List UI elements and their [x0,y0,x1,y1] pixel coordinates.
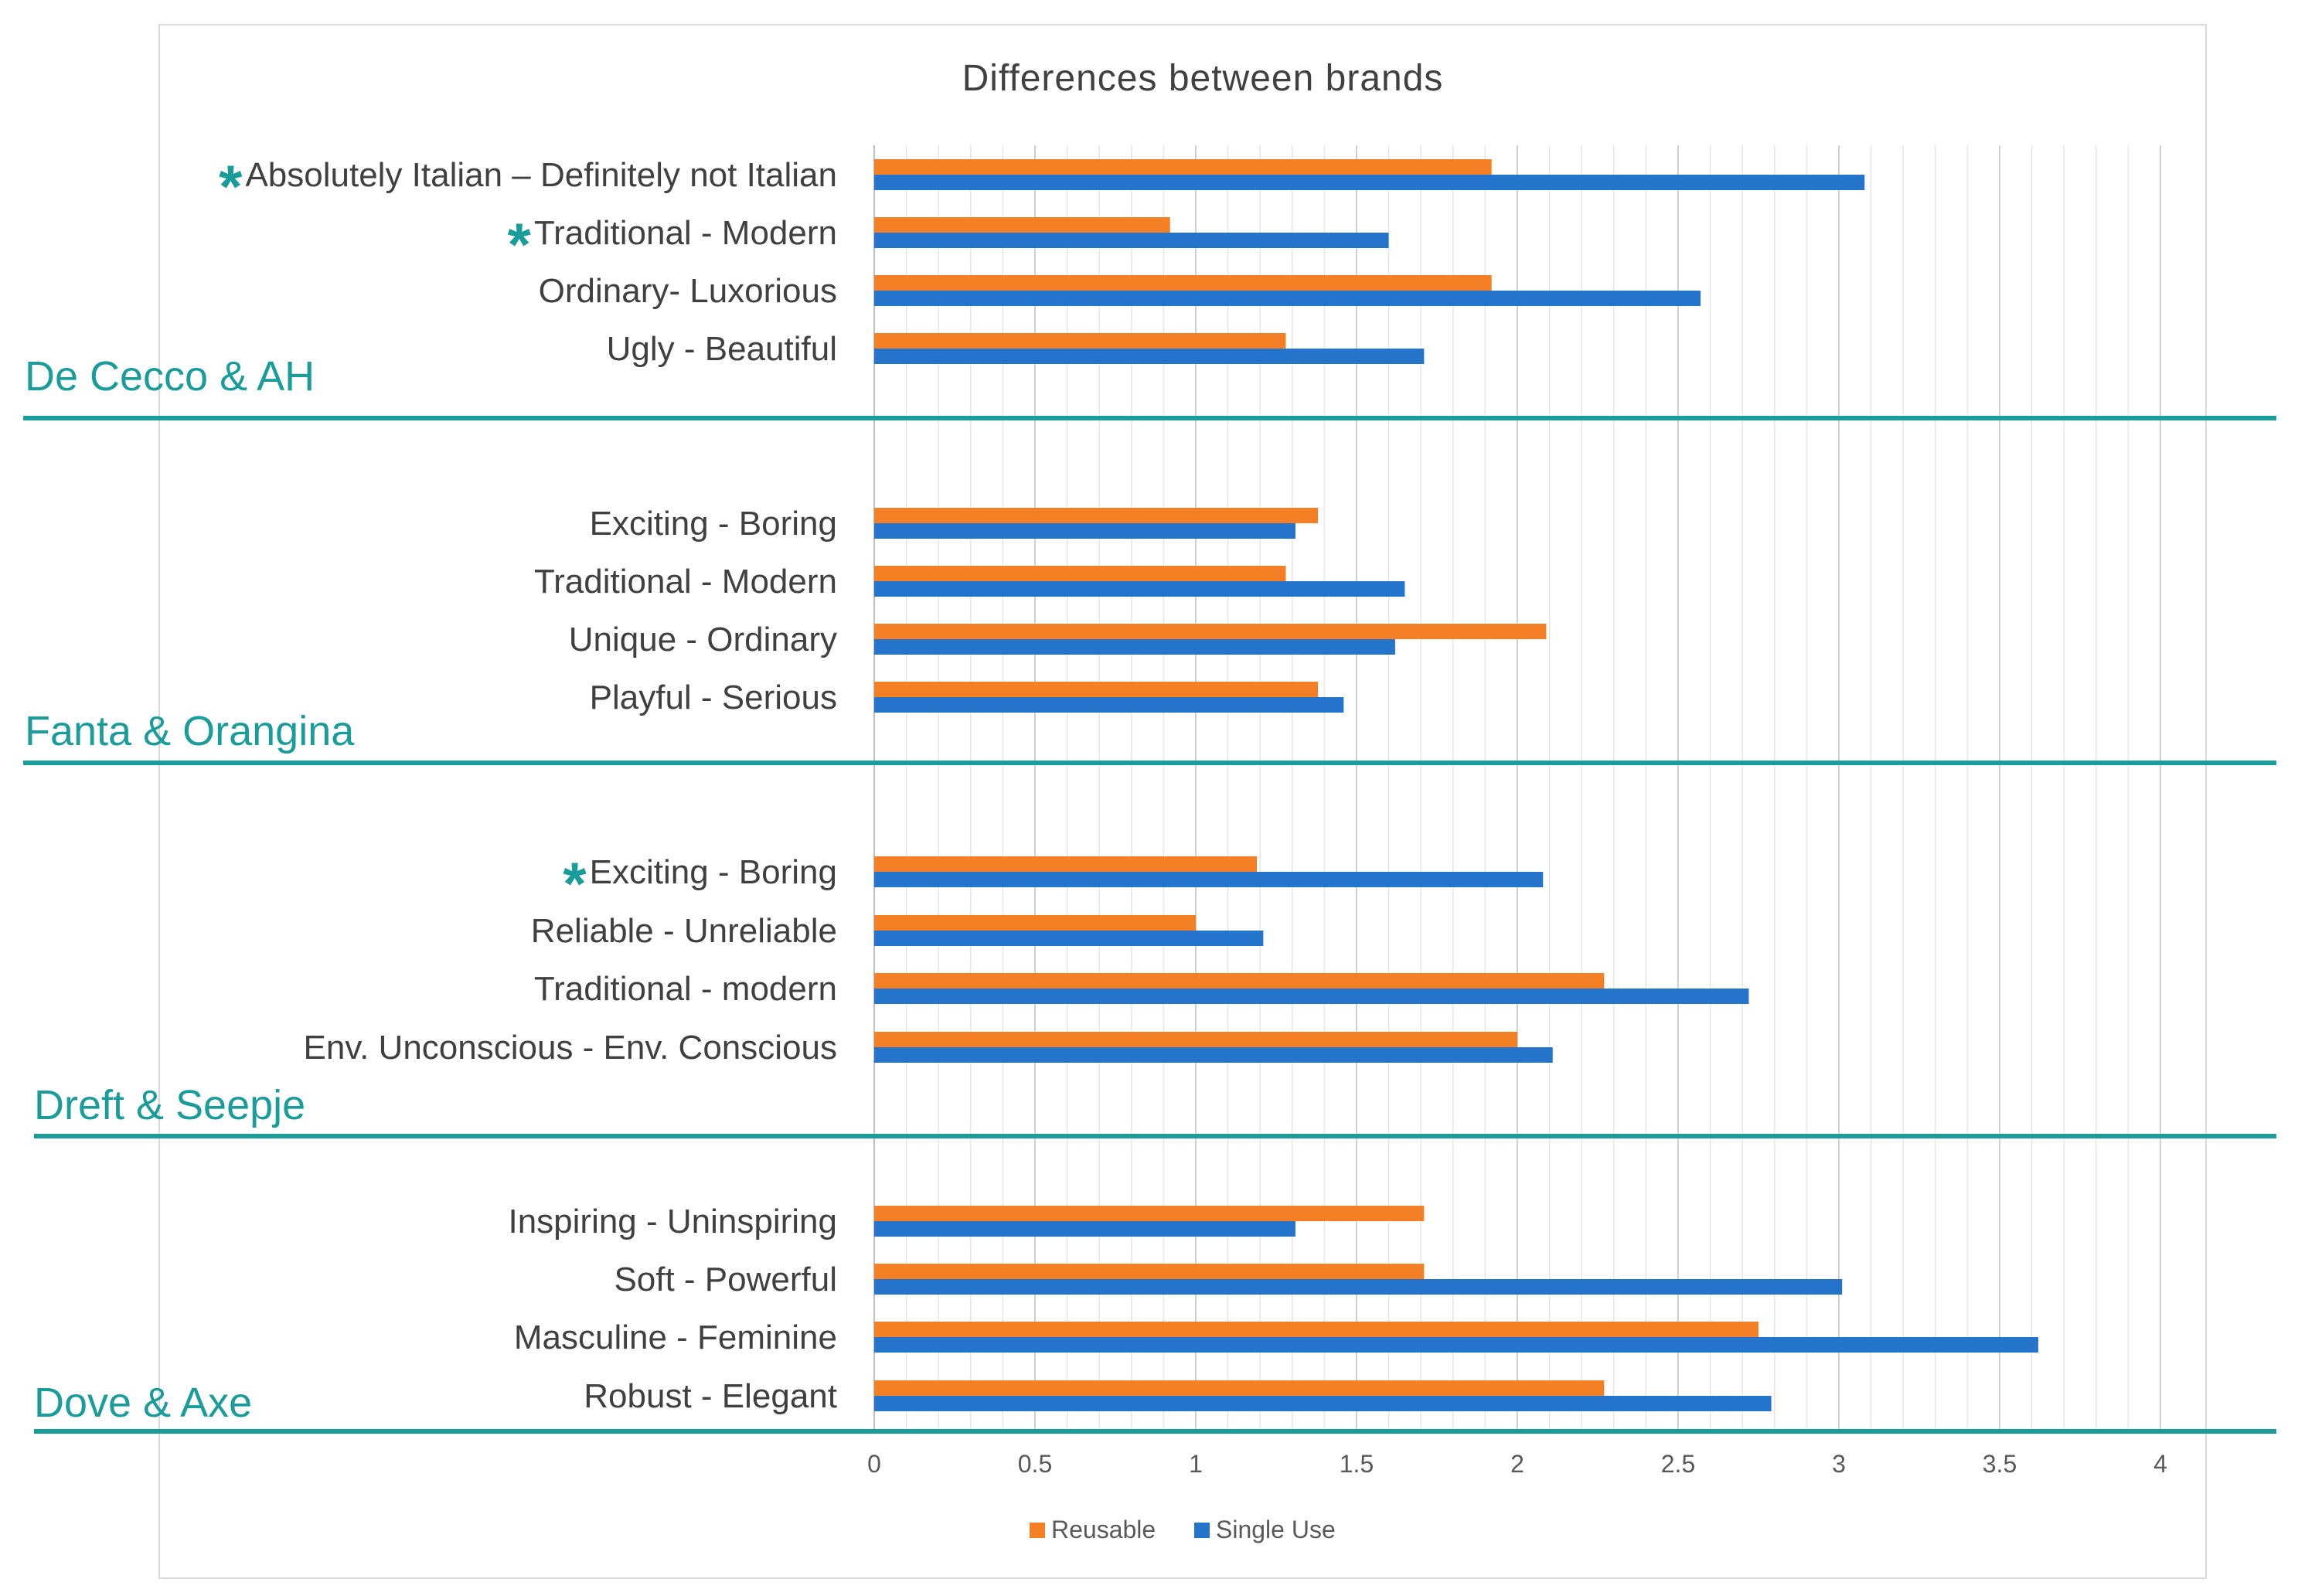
bar-reusable [874,1206,1425,1221]
x-tick-label: 1 [1189,1450,1203,1478]
category-label: Absolutely Italian – Definitely not Ital… [245,156,837,194]
bar-single-use [874,291,1701,306]
bar-reusable [874,1322,1758,1337]
bar-single-use [874,1337,2038,1353]
bar-reusable [874,624,1547,639]
bar-single-use [874,989,1749,1004]
bar-single-use [874,581,1405,597]
bar-reusable [874,217,1170,233]
bar-reusable [874,566,1286,581]
category-label: Masculine - Feminine [514,1319,837,1356]
bar-reusable [874,973,1605,989]
x-tick-label: 3 [1832,1450,1846,1478]
bar-single-use [874,349,1425,364]
chart-title: Differences between brands [962,58,1444,99]
legend-swatch-single-use [1194,1523,1210,1538]
x-tick-label: 4 [2153,1450,2167,1478]
group-label: Dove & Axe [34,1380,252,1426]
x-tick-label: 1.5 [1340,1450,1374,1478]
category-label: Traditional - Modern [534,563,837,601]
significance-star: * [219,152,243,220]
bar-reusable [874,1032,1517,1047]
group-label: Fanta & Orangina [25,708,355,754]
bar-reusable [874,159,1492,175]
bars [874,159,2038,1411]
category-label: Exciting - Boring [590,853,837,891]
category-labels: Absolutely Italian – Definitely not Ital… [219,152,837,1415]
legend-swatch-reusable [1030,1523,1045,1538]
bar-single-use [874,175,1865,190]
category-label: Env. Unconscious - Env. Conscious [304,1029,837,1067]
bar-single-use [874,1047,1553,1063]
bar-reusable [874,856,1258,872]
category-label: Soft - Powerful [614,1261,837,1298]
bar-single-use [874,233,1389,248]
bar-single-use [874,872,1544,887]
bar-single-use [874,697,1344,713]
bar-reusable [874,508,1319,523]
x-tick-label: 2.5 [1661,1450,1695,1478]
category-label: Traditional - Modern [534,214,837,252]
group-label: De Cecco & AH [25,353,315,400]
bar-reusable [874,1380,1605,1396]
x-tick-label: 0 [867,1450,881,1478]
x-tick-label: 2 [1510,1450,1524,1478]
bar-reusable [874,682,1319,697]
bar-reusable [874,333,1286,349]
bar-single-use [874,1221,1295,1237]
category-label: Traditional - modern [534,970,837,1008]
legend-label-single-use: Single Use [1216,1516,1336,1543]
bar-reusable [874,1264,1425,1279]
significance-star: * [508,210,532,278]
category-label: Inspiring - Uninspiring [508,1203,837,1240]
category-label: Playful - Serious [590,679,837,716]
group-label: Dreft & Seepje [34,1082,305,1128]
bar-reusable [874,275,1492,291]
bar-single-use [874,523,1295,539]
bar-single-use [874,1279,1843,1295]
legend-label-reusable: Reusable [1051,1516,1156,1543]
category-label: Exciting - Boring [590,505,837,543]
bar-single-use [874,639,1395,655]
bar-reusable [874,915,1196,931]
significance-star: * [563,849,587,917]
bar-single-use [874,1396,1772,1411]
category-label: Ugly - Beautiful [607,330,837,368]
x-axis-ticks: 0 0.5 1 1.5 2 2.5 3 3.5 4 [867,1450,2167,1478]
group-labels: De Cecco & AH Fanta & Orangina Dreft & See… [23,353,2276,1434]
x-tick-label: 0.5 [1018,1450,1052,1478]
legend: Reusable Single Use [1030,1516,1336,1543]
category-label: Robust - Elegant [584,1377,837,1415]
category-label: Ordinary- Luxorious [539,272,837,310]
category-label: Unique - Ordinary [569,621,837,658]
category-label: Reliable - Unreliable [531,912,837,950]
x-tick-label: 3.5 [1983,1450,2017,1478]
bar-single-use [874,931,1264,946]
